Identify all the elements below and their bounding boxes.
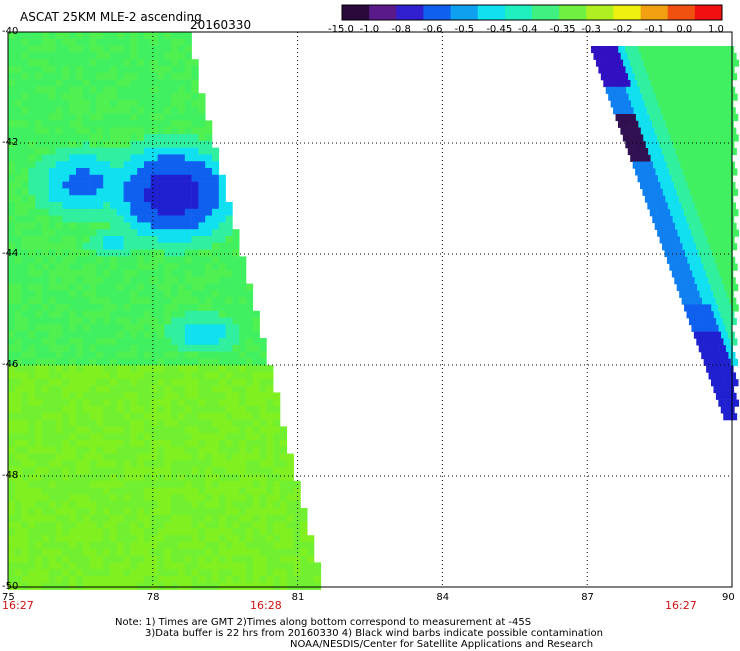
lon-label: 87 [581, 592, 594, 603]
lat-label: -40 [2, 26, 19, 37]
colorbar-tick-label: -0.4 [518, 24, 538, 35]
colorbar-tick-label: -0.45 [486, 24, 513, 35]
lat-label: -50 [2, 581, 19, 592]
colorbar-segment [640, 5, 669, 20]
colorbar-segment [532, 5, 560, 20]
lat-label: -46 [2, 359, 19, 370]
colorbar-tick-label: -0.5 [454, 24, 475, 35]
time-label-middle: 16:28 [250, 599, 282, 612]
lon-label: 84 [436, 592, 450, 603]
lat-label: -48 [2, 470, 19, 481]
colorbar-segment [667, 5, 696, 20]
plot-title: ASCAT 25KM MLE-2 ascending [20, 10, 202, 24]
note-line-1: Note: 1) Times are GMT 2)Times along bot… [115, 617, 532, 628]
colorbar-segment [396, 5, 424, 20]
lon-label: 81 [291, 592, 305, 603]
colorbar-tick-label: -0.3 [581, 24, 601, 35]
colorbar-segment [504, 5, 533, 20]
map-frame [7, 31, 733, 588]
time-label-left: 16:27 [2, 599, 34, 612]
colorbar-segment [559, 5, 587, 20]
lon-label: 75 [2, 592, 15, 603]
plot-date: 20160330 [190, 18, 252, 32]
colorbar-segment [477, 5, 506, 20]
note-line-2: 3)Data buffer is 22 hrs from 20160330 4)… [145, 628, 603, 639]
colorbar-tick-label: -0.35 [549, 24, 576, 35]
colorbar-tick-label: -0.8 [391, 24, 411, 35]
colorbar-segment [342, 5, 370, 20]
lon-label: 78 [146, 592, 160, 603]
colorbar-segment [694, 5, 723, 20]
colorbar-segment [369, 5, 397, 20]
colorbar-tick-label: -0.1 [644, 24, 665, 35]
colorbar-tick-label: -0.6 [423, 24, 443, 35]
lon-label: 90 [722, 592, 735, 603]
colorbar-tick-label: -0.2 [613, 24, 633, 35]
time-label-right: 16:27 [665, 599, 697, 612]
colorbar-tick-label: 0.0 [676, 24, 693, 35]
colorbar [341, 4, 723, 21]
lat-lon-grid [8, 32, 732, 587]
colorbar-tick-label: 1.0 [708, 24, 724, 35]
colorbar-segment [586, 5, 614, 20]
colorbar-segment [613, 5, 642, 20]
colorbar-segment [450, 5, 479, 20]
lat-label: -42 [2, 137, 19, 148]
colorbar-segment [423, 5, 452, 20]
colorbar-tick-label: -15.0 [328, 24, 354, 35]
note-line-3: NOAA/NESDIS/Center for Satellite Applica… [290, 639, 594, 650]
lat-label: -44 [2, 248, 19, 259]
data-swaths [8, 32, 740, 590]
colorbar-tick-label: -1.0 [359, 24, 380, 35]
